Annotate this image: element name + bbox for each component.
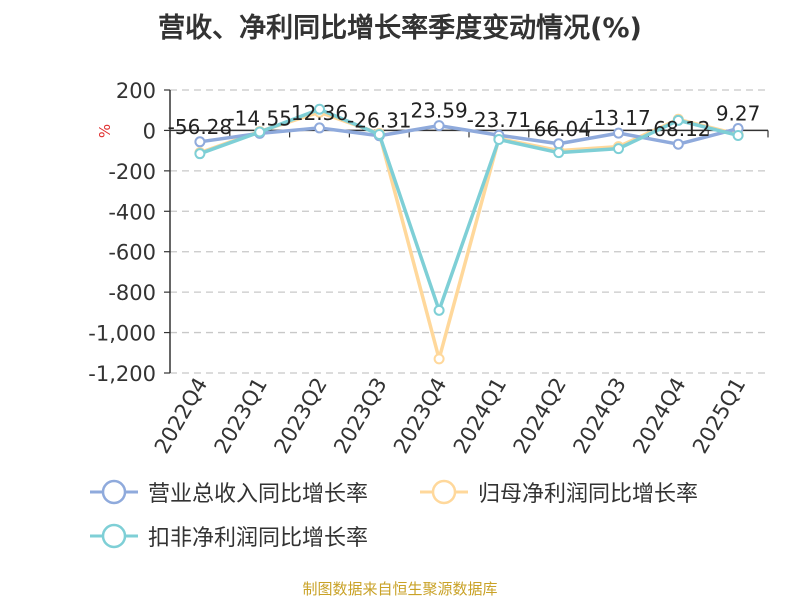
data-point bbox=[433, 304, 445, 316]
x-tick-label: 2024Q3 bbox=[568, 374, 630, 458]
legend-circle bbox=[431, 479, 457, 505]
data-point bbox=[613, 127, 624, 139]
data-point bbox=[672, 138, 684, 150]
y-tick-label: -800 bbox=[108, 281, 156, 305]
y-tick-label: -400 bbox=[108, 200, 156, 224]
data-label: -13.17 bbox=[586, 106, 650, 130]
y-tick-label: -1,200 bbox=[88, 362, 156, 386]
series-line bbox=[199, 123, 739, 146]
y-tick-label: -200 bbox=[108, 160, 156, 184]
data-point bbox=[732, 129, 744, 141]
y-tick-label: -600 bbox=[108, 241, 156, 265]
data-point bbox=[553, 147, 565, 159]
data-label: 12.36 bbox=[291, 101, 348, 125]
chart-title: 营收、净利同比增长率季度变动情况(%) bbox=[158, 13, 642, 44]
x-tick-label: 2024Q4 bbox=[628, 374, 690, 458]
legend-line-circle-icon bbox=[90, 479, 138, 505]
x-tick-label: 2023Q3 bbox=[329, 374, 391, 458]
legend-circle bbox=[101, 523, 127, 549]
data-label: -56.28 bbox=[168, 115, 232, 139]
legend-item-deducted-net-profit[interactable]: 扣非净利润同比增长率 bbox=[88, 518, 368, 554]
x-tick-label: 2023Q2 bbox=[269, 374, 331, 458]
x-tick-label: 2024Q2 bbox=[509, 374, 571, 458]
legend-label: 归母净利润同比增长率 bbox=[478, 482, 699, 507]
y-axis-unit-label: % bbox=[96, 124, 114, 138]
line-chart: 2000-200-400-600-800-1,000-1,200%2022Q42… bbox=[88, 79, 769, 458]
legend-line-circle-icon bbox=[90, 523, 138, 549]
legend-label: 扣非净利润同比增长率 bbox=[148, 526, 369, 551]
data-label: -23.71 bbox=[467, 108, 531, 132]
x-tick-label: 2024Q1 bbox=[449, 374, 511, 458]
legend-label: 营业总收入同比增长率 bbox=[148, 482, 369, 507]
source-note: 制图数据来自恒生聚源数据库 bbox=[302, 580, 498, 598]
legend-item-net-profit[interactable]: 归母净利润同比增长率 bbox=[418, 474, 698, 510]
y-tick-label: -1,000 bbox=[88, 322, 156, 346]
data-point bbox=[433, 120, 445, 132]
legend-circle bbox=[101, 479, 127, 505]
x-tick-label: 2025Q1 bbox=[688, 374, 750, 458]
series-line bbox=[199, 107, 739, 313]
data-label: -26.31 bbox=[347, 109, 411, 133]
data-point bbox=[672, 114, 684, 126]
data-point bbox=[613, 143, 624, 155]
data-point bbox=[373, 128, 385, 140]
x-tick-label: 2023Q4 bbox=[389, 374, 451, 458]
y-tick-label: 200 bbox=[116, 79, 156, 103]
data-point bbox=[194, 136, 206, 148]
grid-lines bbox=[170, 89, 768, 374]
y-tick-label: 0 bbox=[143, 119, 156, 143]
data-point bbox=[314, 122, 325, 134]
data-labels: -56.28-14.5512.36-26.3123.59-23.71-66.04… bbox=[168, 99, 761, 142]
data-label: -14.55 bbox=[227, 106, 291, 130]
x-tick-label: 2023Q1 bbox=[210, 374, 272, 458]
series-lines bbox=[194, 103, 744, 365]
data-label: 23.59 bbox=[410, 99, 467, 123]
data-point bbox=[194, 148, 206, 160]
data-label: -68.12 bbox=[646, 117, 710, 141]
data-point bbox=[493, 134, 505, 146]
data-point bbox=[254, 126, 266, 138]
data-point bbox=[314, 103, 325, 115]
legend-item-revenue[interactable]: 营业总收入同比增长率 bbox=[88, 474, 368, 510]
legend-line-circle-icon bbox=[420, 479, 468, 505]
data-label: 9.27 bbox=[716, 102, 761, 126]
series-line bbox=[199, 110, 739, 361]
x-tick-label: 2022Q4 bbox=[150, 374, 212, 458]
data-label: -66.04 bbox=[526, 117, 590, 141]
data-point bbox=[433, 353, 445, 365]
